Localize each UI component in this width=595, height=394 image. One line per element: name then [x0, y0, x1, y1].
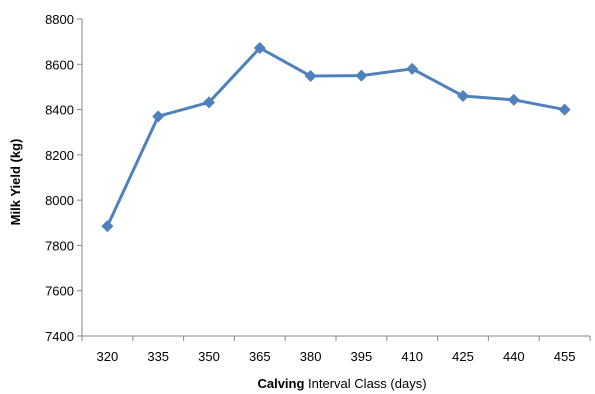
x-tick-label: 335 — [147, 349, 169, 364]
x-tick-label: 380 — [300, 349, 322, 364]
x-tick-label: 410 — [401, 349, 423, 364]
y-tick-label: 7800 — [45, 238, 74, 253]
y-tick-label: 8000 — [45, 193, 74, 208]
data-point — [101, 220, 114, 233]
x-tick-label: 350 — [198, 349, 220, 364]
x-tick-label: 425 — [452, 349, 474, 364]
data-point — [253, 41, 266, 54]
x-axis-title-bold: Calving — [257, 376, 304, 391]
x-tick-label: 320 — [97, 349, 119, 364]
data-point — [457, 89, 469, 102]
x-axis-title: Calving Interval Class (days) — [257, 376, 426, 391]
x-tick-label: 395 — [351, 349, 373, 364]
y-axis: 7400 7600 7800 8000 8200 8400 8600 8800 — [45, 12, 83, 344]
data-point — [558, 103, 571, 116]
data-point — [406, 62, 419, 75]
data-point — [304, 70, 317, 83]
x-tick-label: 455 — [554, 349, 576, 364]
x-axis-title-rest: Interval Class (days) — [304, 376, 426, 391]
x-tick-label: 440 — [503, 349, 525, 364]
y-tick-label: 8400 — [45, 103, 74, 118]
series-milk-yield — [101, 41, 571, 233]
x-tick-label: 365 — [249, 349, 271, 364]
data-point — [507, 93, 520, 106]
data-point — [203, 96, 215, 109]
data-point — [152, 110, 165, 123]
y-tick-label: 7400 — [45, 329, 74, 344]
y-tick-label: 8600 — [45, 57, 74, 72]
y-tick-label: 8200 — [45, 148, 74, 163]
series-line — [106, 46, 565, 227]
y-axis-title: Milk Yield (kg) — [8, 139, 23, 226]
y-tick-label: 7600 — [45, 284, 74, 299]
y-tick-label: 8800 — [45, 12, 74, 27]
data-point — [355, 69, 368, 82]
x-axis: 320 335 350 365 380 395 410 425 440 455 — [81, 335, 591, 364]
